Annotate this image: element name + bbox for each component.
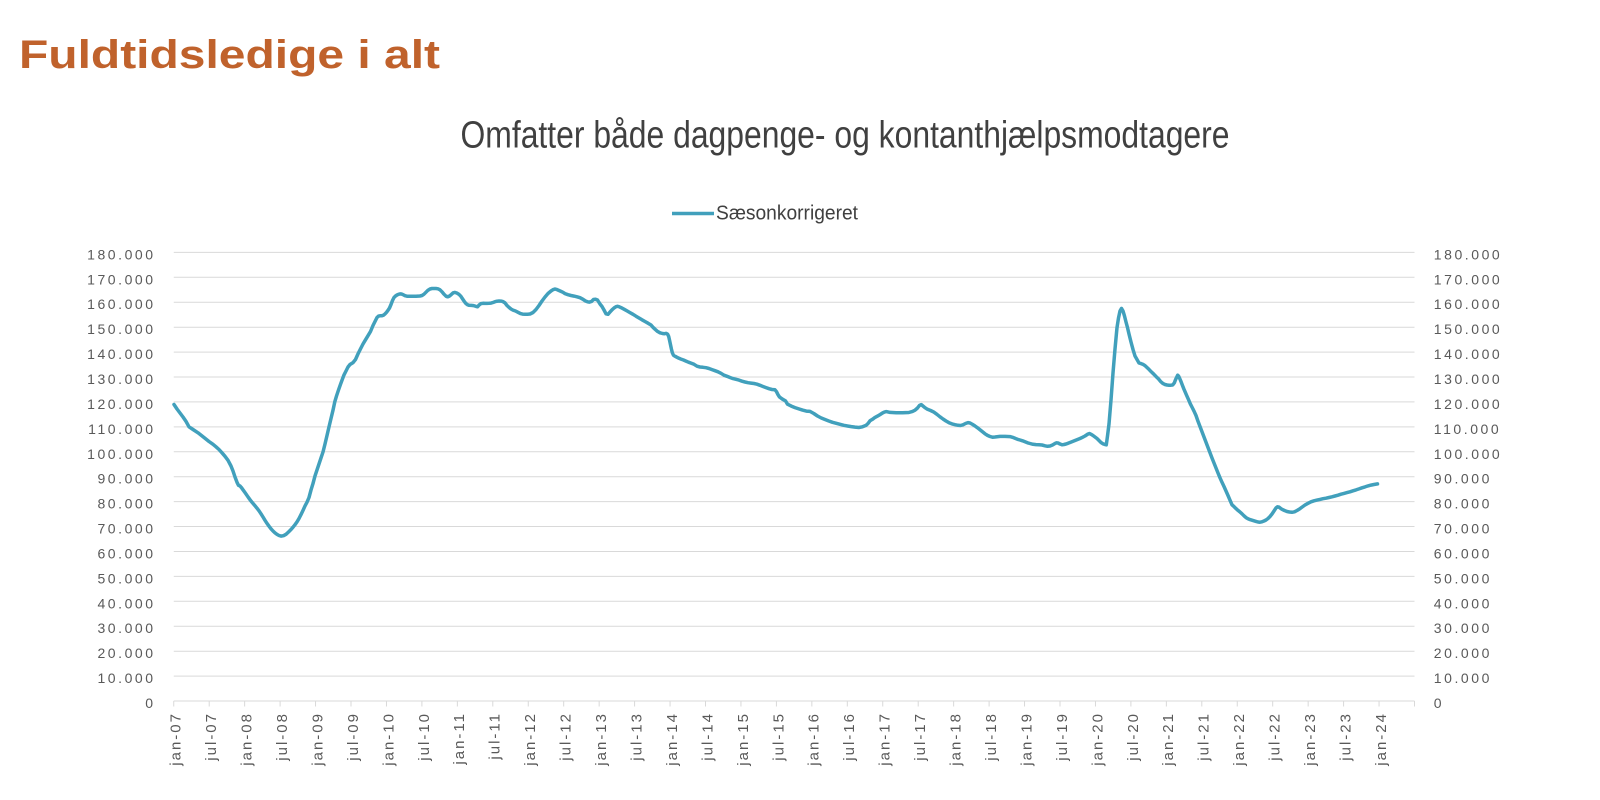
svg-text:80.000: 80.000 bbox=[1434, 496, 1492, 512]
svg-text:jan-13: jan-13 bbox=[593, 712, 610, 767]
svg-text:jan-09: jan-09 bbox=[309, 712, 326, 767]
svg-text:jul-19: jul-19 bbox=[1054, 712, 1071, 762]
svg-text:jul-15: jul-15 bbox=[770, 712, 787, 762]
svg-text:70.000: 70.000 bbox=[97, 521, 155, 537]
svg-text:jul-10: jul-10 bbox=[416, 712, 433, 762]
svg-text:jul-21: jul-21 bbox=[1196, 712, 1213, 762]
svg-text:jan-23: jan-23 bbox=[1302, 712, 1319, 767]
svg-text:20.000: 20.000 bbox=[97, 645, 155, 661]
svg-text:jan-21: jan-21 bbox=[1160, 712, 1177, 767]
svg-text:jul-07: jul-07 bbox=[203, 712, 220, 762]
svg-text:120.000: 120.000 bbox=[87, 396, 155, 412]
svg-text:60.000: 60.000 bbox=[97, 546, 155, 562]
svg-text:jan-07: jan-07 bbox=[168, 712, 185, 767]
svg-text:90.000: 90.000 bbox=[1434, 471, 1492, 487]
svg-text:50.000: 50.000 bbox=[1434, 570, 1492, 586]
svg-text:0: 0 bbox=[1434, 695, 1444, 711]
svg-text:jan-12: jan-12 bbox=[522, 712, 539, 767]
svg-text:90.000: 90.000 bbox=[97, 471, 155, 487]
svg-text:60.000: 60.000 bbox=[1434, 546, 1492, 562]
svg-text:jul-17: jul-17 bbox=[912, 712, 929, 762]
svg-text:jan-10: jan-10 bbox=[380, 712, 397, 767]
svg-text:30.000: 30.000 bbox=[97, 620, 155, 636]
svg-text:180.000: 180.000 bbox=[1434, 246, 1502, 262]
svg-text:jul-16: jul-16 bbox=[841, 712, 858, 762]
svg-text:jul-14: jul-14 bbox=[699, 712, 716, 762]
svg-text:jul-18: jul-18 bbox=[983, 712, 1000, 762]
svg-text:100.000: 100.000 bbox=[87, 446, 155, 462]
svg-text:50.000: 50.000 bbox=[97, 570, 155, 586]
svg-text:jan-19: jan-19 bbox=[1018, 712, 1035, 767]
svg-text:10.000: 10.000 bbox=[97, 670, 155, 686]
svg-text:jan-11: jan-11 bbox=[451, 712, 468, 766]
svg-text:20.000: 20.000 bbox=[1434, 645, 1492, 661]
svg-text:jul-09: jul-09 bbox=[345, 712, 362, 762]
svg-text:140.000: 140.000 bbox=[87, 346, 155, 362]
svg-text:40.000: 40.000 bbox=[97, 595, 155, 611]
svg-text:40.000: 40.000 bbox=[1434, 595, 1492, 611]
svg-text:jan-16: jan-16 bbox=[806, 712, 823, 767]
svg-text:130.000: 130.000 bbox=[1434, 371, 1502, 387]
svg-text:jan-08: jan-08 bbox=[239, 712, 256, 767]
svg-text:120.000: 120.000 bbox=[1434, 396, 1502, 412]
svg-text:140.000: 140.000 bbox=[1434, 346, 1502, 362]
svg-text:170.000: 170.000 bbox=[1434, 271, 1502, 287]
svg-text:jul-12: jul-12 bbox=[558, 712, 575, 762]
svg-text:Sæsonkorrigeret: Sæsonkorrigeret bbox=[716, 203, 858, 225]
svg-text:180.000: 180.000 bbox=[87, 246, 155, 262]
svg-text:jul-11: jul-11 bbox=[487, 712, 504, 761]
svg-text:170.000: 170.000 bbox=[87, 271, 155, 287]
svg-text:150.000: 150.000 bbox=[1434, 321, 1502, 337]
svg-text:jan-14: jan-14 bbox=[664, 712, 681, 767]
svg-text:jan-24: jan-24 bbox=[1373, 712, 1390, 767]
svg-text:jul-23: jul-23 bbox=[1337, 712, 1354, 762]
svg-text:jan-20: jan-20 bbox=[1089, 712, 1106, 767]
svg-text:Omfatter både dagpenge- og kon: Omfatter både dagpenge- og kontanthjælps… bbox=[461, 115, 1230, 157]
svg-text:110.000: 110.000 bbox=[1434, 421, 1501, 437]
svg-text:jul-13: jul-13 bbox=[628, 712, 645, 762]
svg-text:jul-20: jul-20 bbox=[1125, 712, 1142, 762]
svg-text:100.000: 100.000 bbox=[1434, 446, 1502, 462]
svg-text:jan-17: jan-17 bbox=[877, 712, 894, 767]
svg-text:30.000: 30.000 bbox=[1434, 620, 1492, 636]
svg-text:130.000: 130.000 bbox=[87, 371, 155, 387]
svg-text:160.000: 160.000 bbox=[1434, 296, 1502, 312]
svg-text:80.000: 80.000 bbox=[97, 496, 155, 512]
svg-text:150.000: 150.000 bbox=[87, 321, 155, 337]
svg-text:jan-18: jan-18 bbox=[948, 712, 965, 767]
svg-text:jan-22: jan-22 bbox=[1231, 712, 1248, 767]
svg-text:70.000: 70.000 bbox=[1434, 521, 1492, 537]
svg-text:110.000: 110.000 bbox=[88, 421, 155, 437]
svg-text:10.000: 10.000 bbox=[1434, 670, 1492, 686]
svg-text:jul-22: jul-22 bbox=[1267, 712, 1284, 762]
svg-text:jan-15: jan-15 bbox=[735, 712, 752, 767]
svg-text:160.000: 160.000 bbox=[87, 296, 155, 312]
svg-text:0: 0 bbox=[145, 695, 155, 711]
svg-text:Fuldtidsledige i alt: Fuldtidsledige i alt bbox=[19, 33, 440, 77]
svg-text:jul-08: jul-08 bbox=[274, 712, 291, 762]
